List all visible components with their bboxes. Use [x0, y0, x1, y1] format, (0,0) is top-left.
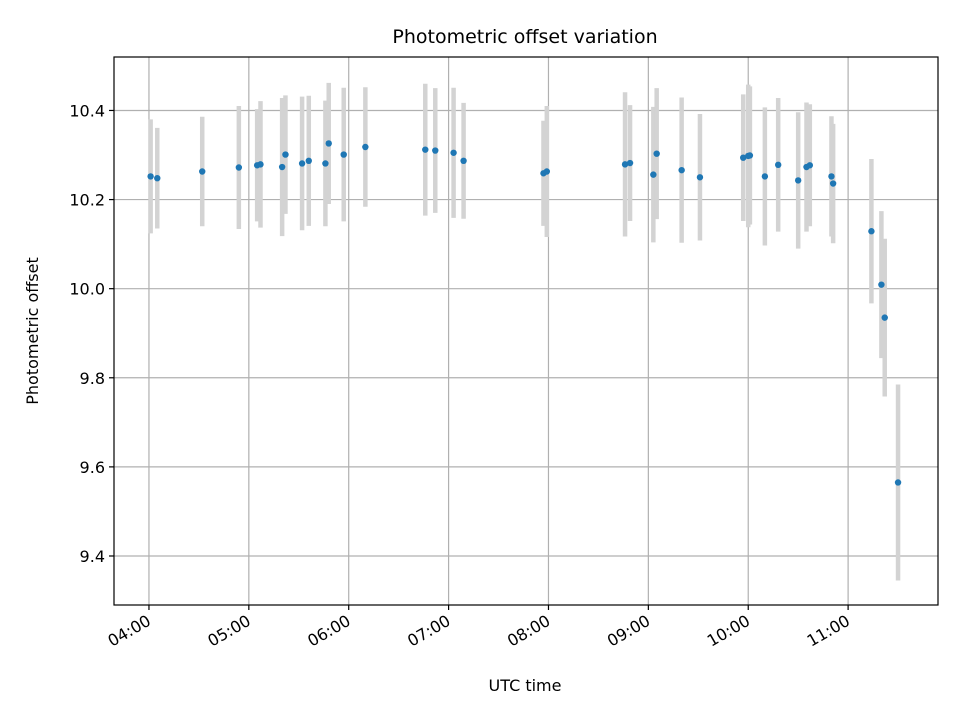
data-point: [740, 154, 747, 161]
plot-frame: [113, 56, 939, 606]
data-point: [257, 161, 264, 168]
data-point: [626, 159, 634, 167]
y-tick-label: 9.4: [80, 547, 105, 566]
data-point: [340, 151, 347, 158]
y-tick-label: 10.4: [69, 101, 105, 120]
data-point: [878, 281, 885, 288]
data-point: [322, 160, 329, 167]
chart-title: Photometric offset variation: [392, 26, 657, 48]
data-point: [696, 174, 704, 181]
y-axis-label: Photometric offset: [23, 257, 42, 405]
plot-area: [114, 57, 938, 605]
y-tick-label: 9.8: [80, 369, 105, 388]
y-axis-ticks: 9.4 9.6 9.8 10.0 10.2 10.4: [69, 101, 114, 566]
data-point: [678, 166, 685, 174]
data-point: [154, 174, 161, 182]
data-point: [460, 157, 467, 165]
data-point: [325, 140, 332, 147]
data-point: [794, 177, 802, 184]
data-point: [774, 161, 782, 169]
data-point: [894, 479, 902, 486]
data-point: [278, 163, 286, 171]
data-point: [881, 314, 888, 321]
y-tick-label: 10.2: [69, 191, 105, 210]
data-point: [282, 151, 289, 158]
data-point: [422, 146, 429, 153]
data-point: [828, 173, 835, 180]
y-tick-label: 10.0: [69, 280, 105, 299]
data-point: [305, 157, 312, 165]
data-point: [650, 171, 657, 178]
data-point: [868, 228, 875, 235]
data-point: [199, 168, 206, 175]
data-point: [829, 180, 837, 187]
data-point: [621, 161, 629, 168]
y-tick-label: 9.6: [80, 458, 105, 477]
x-axis-label: UTC time: [489, 676, 562, 695]
data-points: [147, 140, 902, 486]
data-point: [806, 162, 814, 169]
data-point: [362, 143, 369, 151]
data-point: [761, 173, 769, 180]
data-point: [450, 149, 457, 156]
data-point: [432, 147, 439, 154]
data-point: [543, 168, 551, 175]
data-point: [235, 164, 243, 171]
data-point: [746, 152, 754, 159]
data-point: [147, 173, 154, 180]
data-point: [298, 160, 306, 167]
data-point: [653, 150, 660, 157]
